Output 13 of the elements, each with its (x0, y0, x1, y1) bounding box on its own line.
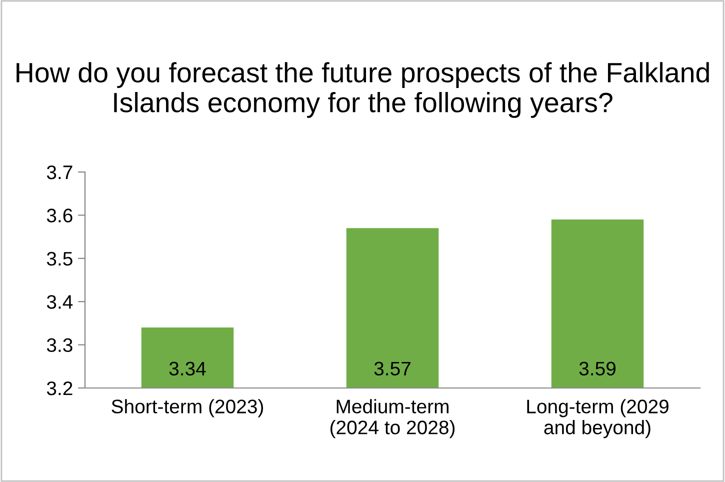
y-tick-label: 3.6 (46, 208, 72, 222)
y-tick-label: 3.7 (46, 165, 72, 180)
y-tick-label: 3.3 (46, 338, 72, 352)
data-label: 3.34 (169, 362, 206, 376)
chart-title: How do you forecast the future prospects of the Falkland Islands economy for the following years? (16, 62, 709, 118)
x-tick-label: Medium-term (2024 to 2028) (330, 399, 455, 438)
y-tick-label: 3.4 (46, 295, 73, 309)
x-tick-label: Long-term (2029 and beyond) (527, 399, 668, 438)
data-label: 3.59 (579, 362, 616, 376)
y-tick-label: 3.5 (46, 252, 72, 266)
data-label: 3.57 (374, 362, 410, 376)
x-tick-label: Short-term (2023) (112, 399, 264, 418)
y-tick-label: 3.2 (46, 381, 72, 396)
